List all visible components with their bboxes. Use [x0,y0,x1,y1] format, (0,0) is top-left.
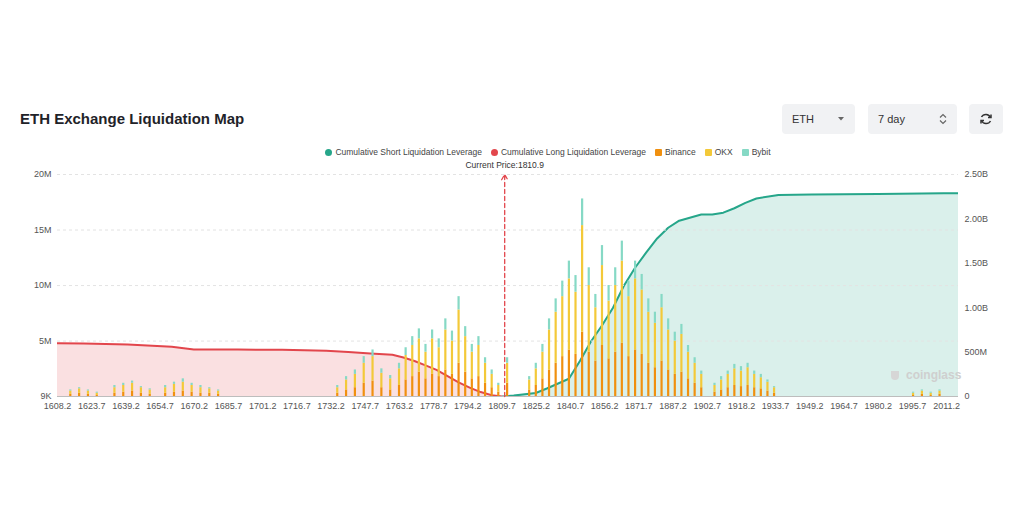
svg-text:15M: 15M [34,225,52,235]
svg-text:1856.2: 1856.2 [591,401,619,411]
html-text:Bybit: Bybit [751,147,771,157]
svg-text:0: 0 [965,391,970,401]
svg-text:1933.7: 1933.7 [762,401,790,411]
svg-text:10M: 10M [34,280,52,290]
html-text:Binance: Binance [665,147,696,157]
svg-text:1732.2: 1732.2 [317,401,345,411]
svg-text:1654.7: 1654.7 [146,401,174,411]
html-text:Cumulative Short Liquidation L: Cumulative Short Liquidation Leverage [335,147,482,157]
svg-text:1639.2: 1639.2 [112,401,140,411]
svg-text:2.50B: 2.50B [965,169,989,179]
html-text:ETH Exchange Liquidation Map: ETH Exchange Liquidation Map [20,110,245,127]
html-text:Cumulative Long Liquidation Le: Cumulative Long Liquidation Leverage [500,147,646,157]
svg-text:1809.7: 1809.7 [488,401,516,411]
svg-text:1887.2: 1887.2 [659,401,687,411]
svg-text:2.00B: 2.00B [965,214,989,224]
svg-text:1871.7: 1871.7 [625,401,653,411]
svg-text:1840.7: 1840.7 [557,401,585,411]
svg-text:20M: 20M [34,169,52,179]
svg-text:1949.2: 1949.2 [796,401,824,411]
html-text:7 day: 7 day [878,113,905,125]
html-text:coinglass: coinglass [906,368,962,382]
svg-text:1902.7: 1902.7 [693,401,721,411]
svg-text:1918.2: 1918.2 [728,401,756,411]
svg-text:1.00B: 1.00B [965,303,989,313]
svg-text:1778.7: 1778.7 [420,401,448,411]
html-text:OKX: OKX [714,147,733,157]
svg-text:1763.2: 1763.2 [386,401,414,411]
svg-text:1747.7: 1747.7 [351,401,379,411]
svg-text:1964.7: 1964.7 [830,401,858,411]
svg-text:1685.7: 1685.7 [215,401,243,411]
svg-text:1608.2: 1608.2 [44,401,72,411]
svg-text:1623.7: 1623.7 [78,401,106,411]
svg-text:5M: 5M [39,336,52,346]
svg-text:2011.2: 2011.2 [933,401,960,411]
html-text:ETH: ETH [792,113,814,125]
svg-text:500M: 500M [965,347,988,357]
svg-text:1794.2: 1794.2 [454,401,482,411]
svg-text:1670.2: 1670.2 [181,401,209,411]
svg-text:1716.7: 1716.7 [283,401,311,411]
svg-text:9K: 9K [40,391,51,401]
svg-text:1995.7: 1995.7 [899,401,927,411]
svg-text:1701.2: 1701.2 [249,401,277,411]
svg-text:1980.2: 1980.2 [864,401,892,411]
svg-text:Current Price:1810.9: Current Price:1810.9 [465,160,544,170]
svg-text:1.50B: 1.50B [965,258,989,268]
svg-text:1825.2: 1825.2 [522,401,550,411]
